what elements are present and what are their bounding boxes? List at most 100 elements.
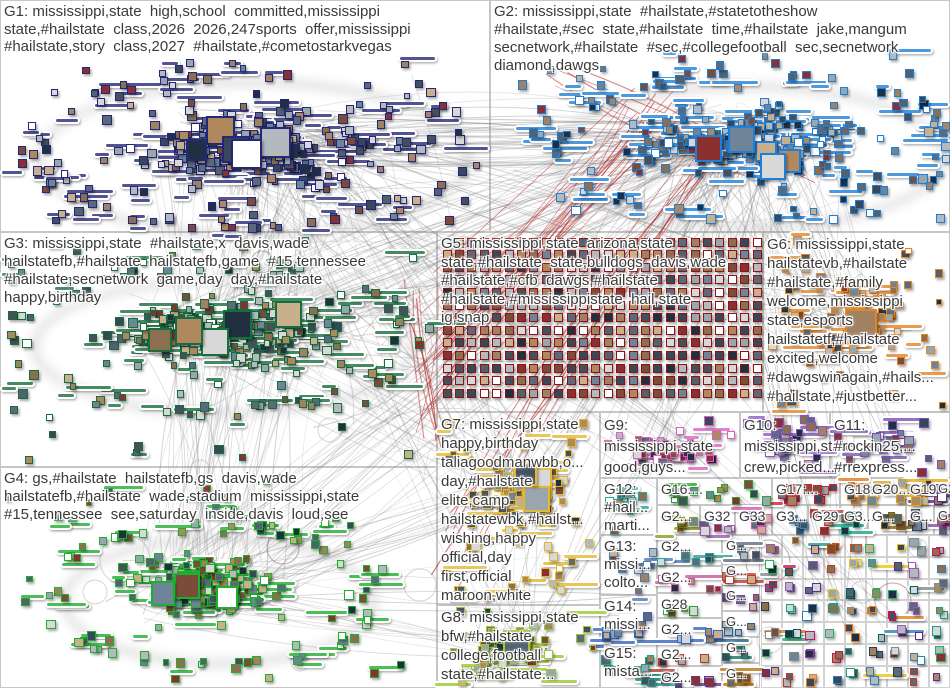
graph-node[interactable] bbox=[888, 613, 896, 621]
graph-node[interactable] bbox=[345, 367, 353, 375]
graph-node[interactable] bbox=[554, 388, 564, 398]
graph-node[interactable] bbox=[461, 197, 469, 205]
graph-node[interactable] bbox=[747, 623, 755, 631]
graph-node[interactable] bbox=[727, 325, 737, 335]
graph-node[interactable] bbox=[740, 313, 750, 323]
graph-node[interactable] bbox=[925, 182, 934, 190]
graph-node[interactable] bbox=[427, 135, 436, 145]
graph-node[interactable] bbox=[554, 350, 564, 360]
graph-node[interactable] bbox=[115, 92, 124, 102]
graph-node[interactable] bbox=[115, 579, 124, 588]
graph-node[interactable] bbox=[596, 81, 606, 90]
graph-node[interactable] bbox=[829, 101, 838, 110]
graph-node[interactable] bbox=[740, 300, 750, 310]
graph-node[interactable] bbox=[603, 338, 613, 348]
graph-node[interactable] bbox=[231, 342, 238, 350]
graph-node[interactable] bbox=[924, 127, 935, 137]
graph-node[interactable] bbox=[845, 647, 853, 655]
graph-node[interactable] bbox=[282, 335, 290, 344]
graph-node[interactable] bbox=[653, 350, 663, 360]
graph-node[interactable] bbox=[492, 376, 502, 386]
graph-node[interactable] bbox=[871, 588, 881, 598]
graph-node[interactable] bbox=[752, 363, 762, 373]
graph-node[interactable] bbox=[678, 388, 688, 398]
graph-node[interactable] bbox=[677, 106, 687, 115]
graph-node[interactable] bbox=[66, 193, 76, 203]
graph-node[interactable] bbox=[479, 376, 489, 386]
graph-node[interactable] bbox=[894, 562, 903, 571]
graph-node[interactable] bbox=[8, 310, 18, 320]
graph-node[interactable] bbox=[865, 543, 875, 553]
graph-node[interactable] bbox=[740, 262, 750, 272]
graph-node[interactable] bbox=[177, 527, 186, 536]
graph-node[interactable] bbox=[122, 331, 131, 340]
graph-node[interactable] bbox=[309, 306, 318, 316]
graph-node[interactable] bbox=[931, 626, 942, 636]
graph-node[interactable] bbox=[251, 176, 262, 187]
graph-node[interactable] bbox=[479, 350, 489, 360]
graph-node[interactable] bbox=[919, 418, 929, 428]
graph-node[interactable] bbox=[827, 128, 836, 137]
graph-node[interactable] bbox=[715, 338, 725, 348]
graph-node[interactable] bbox=[793, 212, 801, 220]
graph-node[interactable] bbox=[541, 388, 551, 398]
graph-node[interactable] bbox=[205, 587, 213, 595]
graph-node[interactable] bbox=[128, 215, 137, 225]
graph-node[interactable] bbox=[60, 593, 70, 603]
graph-node[interactable] bbox=[479, 388, 489, 398]
graph-node[interactable] bbox=[571, 205, 581, 216]
graph-node[interactable] bbox=[587, 166, 596, 175]
graph-node[interactable] bbox=[715, 350, 725, 360]
graph-node[interactable] bbox=[764, 560, 774, 570]
graph-node[interactable] bbox=[442, 376, 452, 386]
graph-node[interactable] bbox=[566, 376, 576, 386]
graph-node[interactable] bbox=[789, 652, 799, 662]
graph-node[interactable] bbox=[345, 125, 355, 135]
graph-node[interactable] bbox=[407, 153, 417, 163]
graph-node[interactable] bbox=[588, 96, 596, 104]
graph-node[interactable] bbox=[702, 376, 712, 386]
graph-node[interactable] bbox=[492, 350, 502, 360]
graph-node[interactable] bbox=[454, 376, 464, 386]
graph-node[interactable] bbox=[690, 363, 700, 373]
graph-node[interactable] bbox=[160, 77, 169, 86]
graph-node[interactable] bbox=[189, 370, 198, 380]
graph-node[interactable] bbox=[897, 625, 906, 634]
graph-node[interactable] bbox=[90, 89, 99, 98]
graph-node[interactable] bbox=[332, 403, 342, 413]
graph-node[interactable] bbox=[376, 166, 384, 173]
graph-node[interactable] bbox=[873, 210, 881, 218]
graph-node[interactable] bbox=[63, 553, 72, 562]
graph-node[interactable] bbox=[7, 331, 16, 340]
graph-node[interactable] bbox=[811, 582, 822, 593]
graph-node[interactable] bbox=[876, 650, 884, 658]
graph-node[interactable] bbox=[752, 250, 762, 260]
graph-node[interactable] bbox=[54, 159, 62, 168]
graph-node[interactable] bbox=[17, 146, 27, 155]
graph-node[interactable] bbox=[893, 667, 903, 677]
graph-node[interactable] bbox=[390, 336, 399, 346]
graph-node[interactable] bbox=[272, 591, 281, 601]
graph-node[interactable] bbox=[455, 135, 465, 145]
graph-node[interactable] bbox=[451, 107, 462, 117]
graph-node[interactable] bbox=[140, 650, 150, 661]
graph-node[interactable] bbox=[640, 83, 648, 91]
graph-node[interactable] bbox=[504, 376, 514, 386]
graph-node[interactable] bbox=[833, 675, 843, 685]
graph-node[interactable] bbox=[216, 620, 227, 631]
graph-node[interactable] bbox=[492, 338, 502, 348]
graph-node[interactable] bbox=[752, 313, 762, 323]
graph-node[interactable] bbox=[665, 388, 675, 398]
graph-node[interactable] bbox=[541, 350, 551, 360]
graph-node[interactable] bbox=[835, 154, 843, 163]
graph-node[interactable] bbox=[99, 537, 107, 545]
graph-node[interactable] bbox=[541, 376, 551, 386]
graph-node[interactable] bbox=[775, 100, 783, 108]
graph-node[interactable] bbox=[147, 148, 157, 159]
graph-node[interactable] bbox=[566, 363, 576, 373]
graph-node[interactable] bbox=[690, 338, 700, 348]
graph-node[interactable] bbox=[14, 360, 23, 368]
graph-node[interactable] bbox=[748, 602, 757, 612]
graph-node[interactable] bbox=[661, 164, 671, 174]
graph-node[interactable] bbox=[715, 363, 725, 373]
